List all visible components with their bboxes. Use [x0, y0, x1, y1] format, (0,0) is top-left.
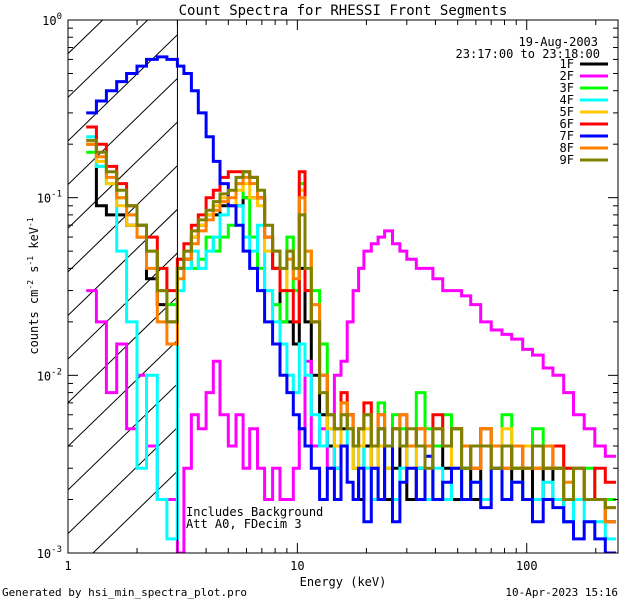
y-axis-label-part-1: counts cm: [27, 290, 41, 355]
annotation-attenuator: Att A0, FDecim 3: [186, 517, 302, 531]
series-group: [86, 55, 616, 553]
y-axis-label-part-2: s: [27, 266, 41, 280]
y-tick-label: 10-1: [37, 190, 62, 206]
plot-frame: [67, 19, 619, 554]
legend-label-7f: 7F: [560, 129, 574, 143]
legend-label-1f: 1F: [560, 57, 574, 71]
x-tick-label: 100: [516, 559, 538, 573]
x-axis-label: Energy (keV): [300, 575, 387, 589]
y-tick-label-exponent: -3: [51, 545, 62, 555]
hatch-line: [68, 383, 177, 491]
generator-footer: Generated by hsi_min_spectra_plot.pro: [2, 586, 247, 599]
date-label: 19-Aug-2003: [519, 35, 598, 49]
y-tick-label-base: 10: [37, 369, 51, 383]
y-tick-label-base: 10: [37, 192, 51, 206]
y-tick-label-exponent: -2: [51, 367, 62, 377]
hatch-line: [68, 296, 177, 404]
y-tick-label: 10-2: [37, 367, 62, 383]
timestamp-footer: 10-Apr-2023 15:16: [505, 586, 618, 599]
hatch-line: [68, 34, 177, 142]
hatch-line: [68, 20, 104, 55]
x-tick-label: 1: [64, 559, 71, 573]
series-2f: [86, 229, 616, 553]
series-7f: [86, 55, 616, 553]
y-axis-label: counts cm-2 s-1 keV-1: [26, 217, 41, 354]
y-axis-label-part-3: keV: [27, 227, 41, 256]
y-tick-label-base: 10: [37, 547, 51, 561]
hatch-line: [68, 121, 177, 229]
y-tick-label-base: 10: [42, 14, 56, 28]
legend-label-5f: 5F: [560, 105, 574, 119]
y-tick-label: 100: [42, 12, 62, 28]
hatch-line: [68, 252, 177, 360]
legend-label-6f: 6F: [560, 117, 574, 131]
hatch-line: [92, 470, 177, 553]
y-tick-label: 10-3: [37, 545, 62, 561]
legend-label-4f: 4F: [560, 93, 574, 107]
legend-label-2f: 2F: [560, 69, 574, 83]
legend-label-8f: 8F: [560, 141, 574, 155]
shaded-region: [68, 20, 177, 553]
series-8f: [86, 142, 616, 524]
series-9f: [86, 138, 616, 510]
legend-label-3f: 3F: [560, 81, 574, 95]
hatch-line: [68, 78, 177, 186]
y-axis-label-sup-2: -1: [26, 256, 35, 266]
hatch-line: [68, 20, 149, 98]
y-axis-label-sup-1: -2: [26, 280, 35, 290]
y-tick-label-exponent: -1: [51, 190, 62, 200]
legend-label-9f: 9F: [560, 153, 574, 167]
x-tick-label: 10: [290, 559, 304, 573]
hatch-line: [68, 209, 177, 317]
chart-title: Count Spectra for RHESSI Front Segments: [179, 3, 508, 19]
y-tick-label-exponent: 0: [57, 12, 62, 22]
y-axis-label-sup-3: -1: [26, 217, 35, 227]
hatch-line: [68, 427, 177, 535]
annotation-background: Includes Background: [186, 505, 323, 519]
time-range-label: 23:17:00 to 23:18:00: [456, 47, 601, 61]
